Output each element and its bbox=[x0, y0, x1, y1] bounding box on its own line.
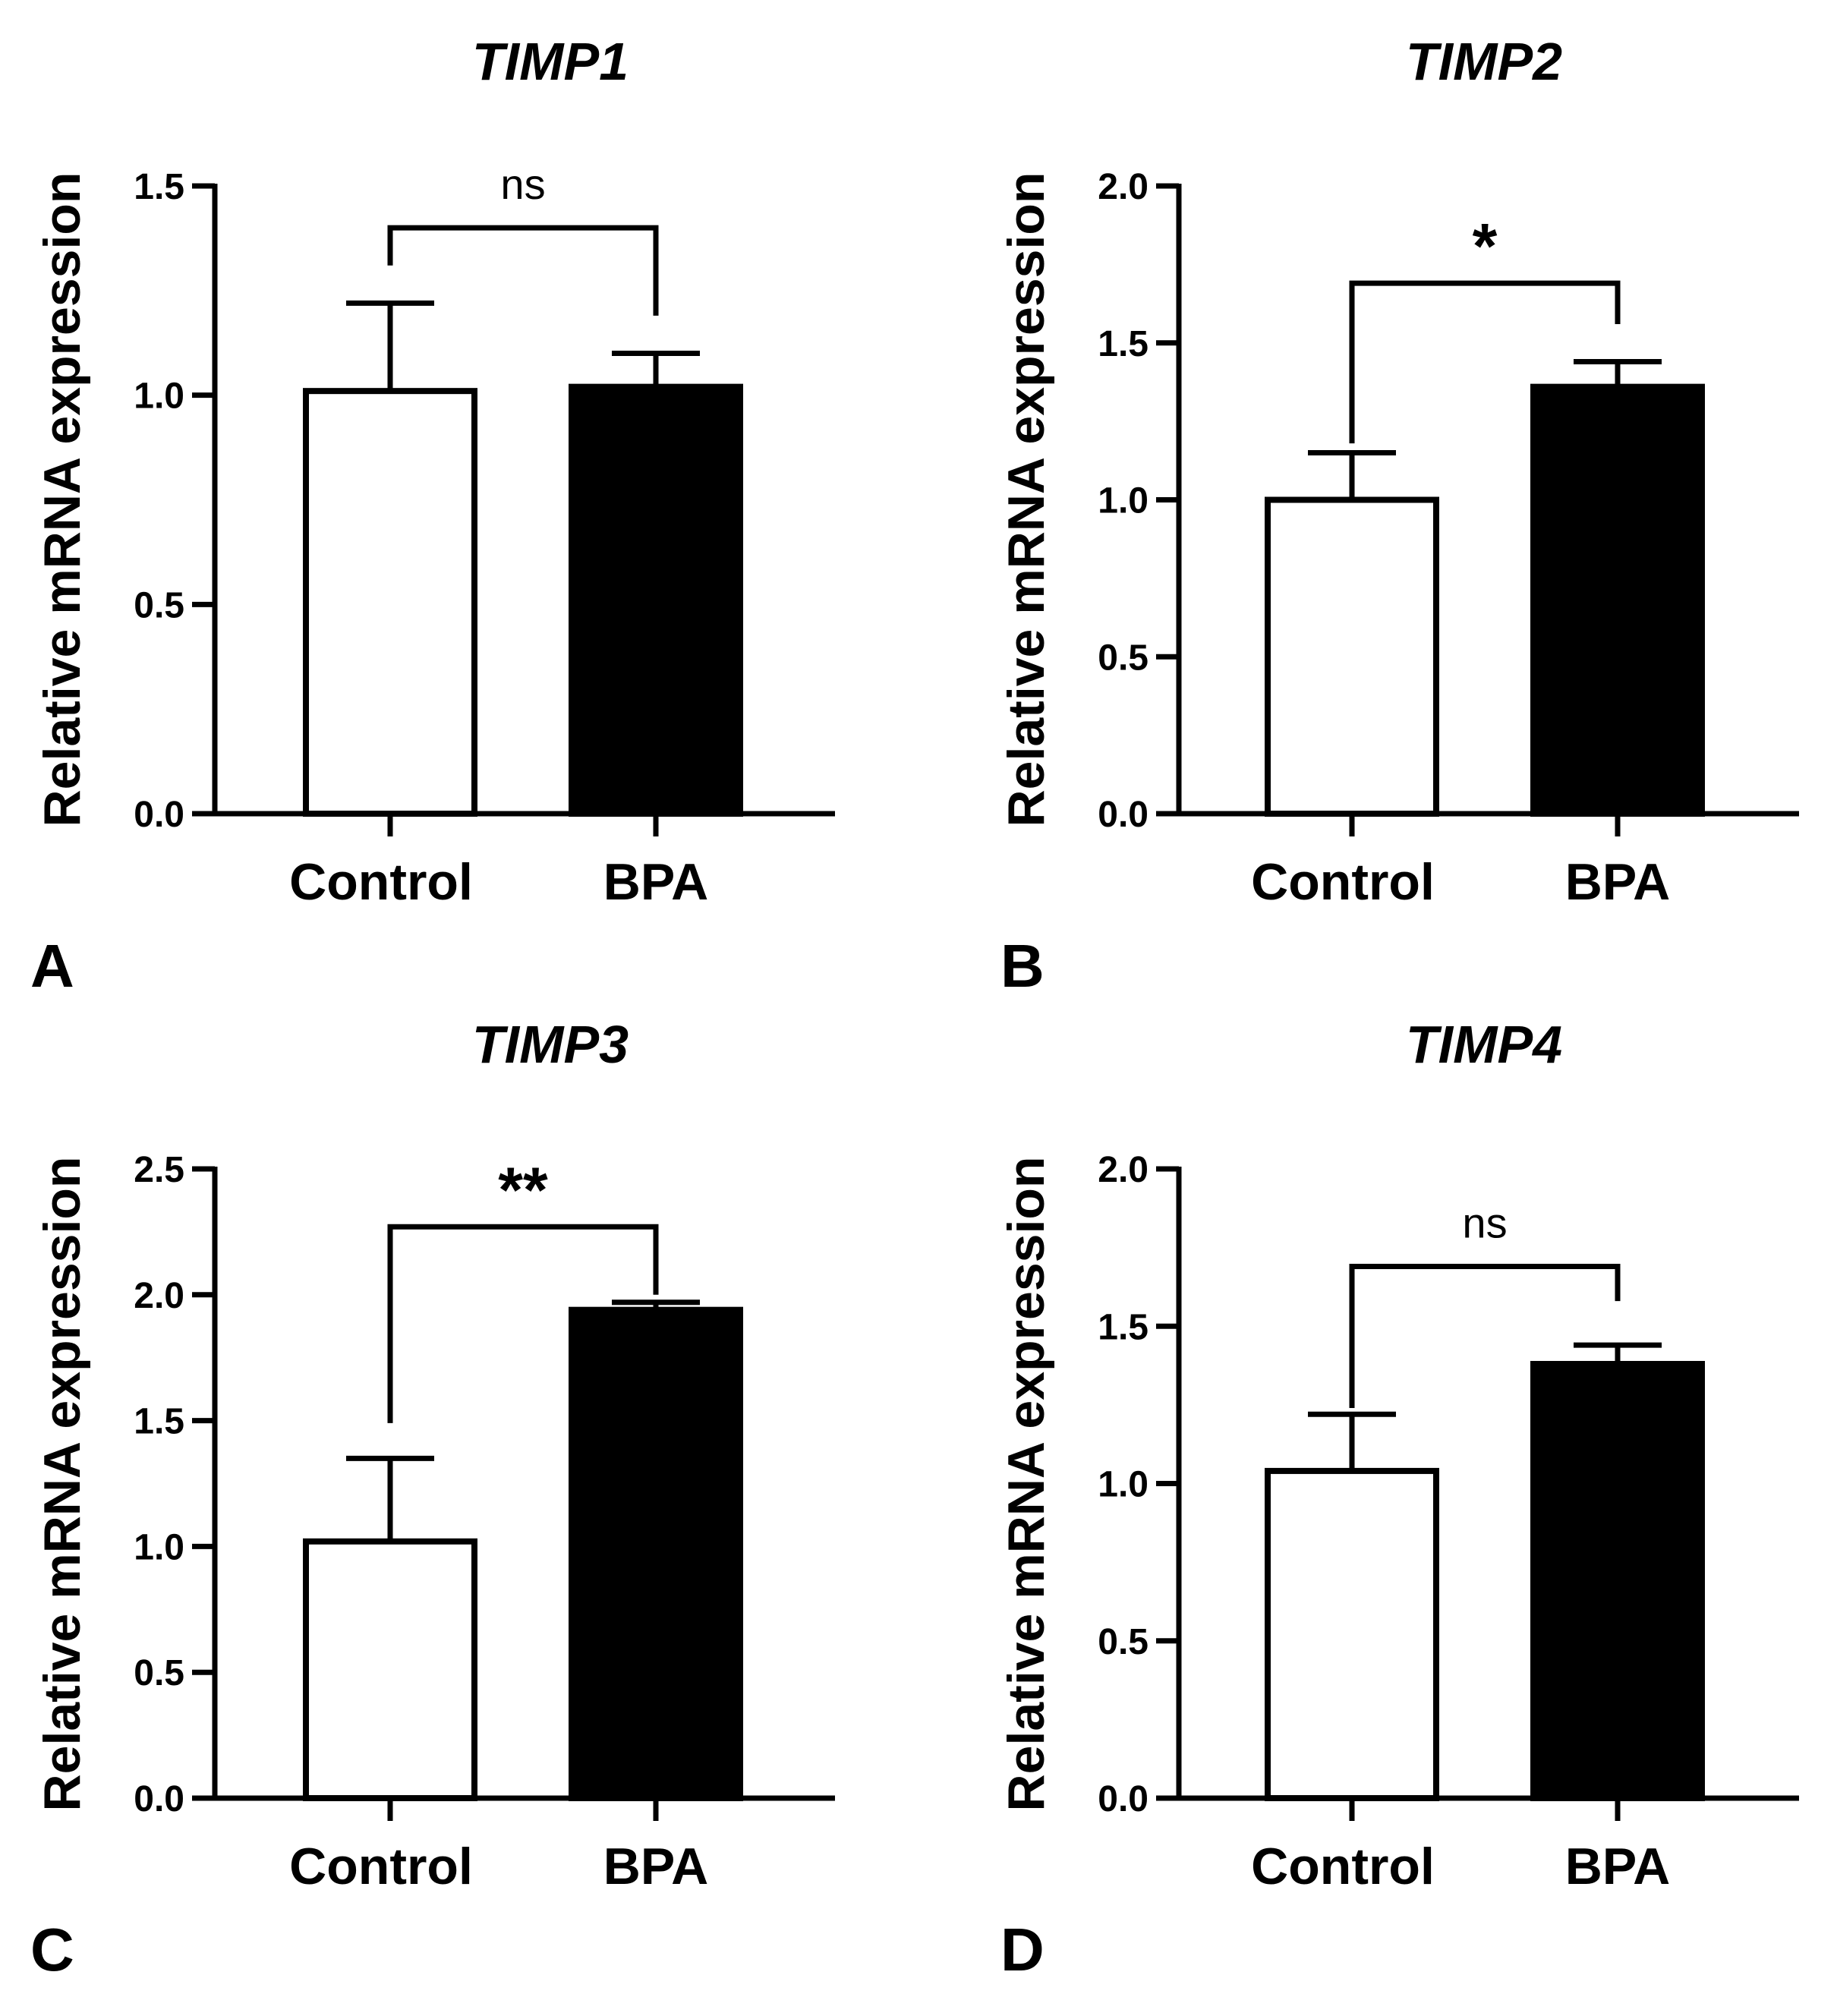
y-tick-label: 1.5 bbox=[134, 167, 184, 207]
y-tick-label: 2.5 bbox=[134, 1150, 184, 1190]
bar-control bbox=[303, 1538, 477, 1801]
x-category-label-control: Control bbox=[1251, 1838, 1435, 1895]
y-tick-label: 2.0 bbox=[1098, 167, 1149, 207]
bar-bpa bbox=[569, 383, 743, 817]
bar-bpa bbox=[1530, 1360, 1705, 1801]
significance-bracket bbox=[387, 225, 659, 316]
significance-bracket bbox=[387, 1224, 659, 1423]
y-tick-label: 0.0 bbox=[134, 1779, 184, 1819]
y-axis-label: Relative mRNA expression bbox=[997, 1157, 1055, 1812]
panel-letter: B bbox=[1000, 932, 1045, 1000]
x-category-label-control: Control bbox=[289, 853, 473, 911]
panel-letter: A bbox=[30, 932, 74, 1000]
y-tick-label: 2.0 bbox=[134, 1276, 184, 1316]
bar-bpa bbox=[569, 1306, 743, 1802]
significance-label: ns bbox=[1462, 1199, 1507, 1246]
panel-letter: D bbox=[1000, 1916, 1045, 1983]
y-tick-label: 1.5 bbox=[134, 1402, 184, 1442]
y-tick-label: 0.5 bbox=[1098, 638, 1149, 678]
bar-control bbox=[1265, 1467, 1439, 1802]
panel-b: TIMP2 Relative mRNA expression 0.0 0.5 1.0 1.… bbox=[997, 32, 1799, 1000]
bar-bpa bbox=[1530, 383, 1705, 817]
significance-label: ** bbox=[498, 1154, 548, 1225]
y-axis-label: Relative mRNA expression bbox=[997, 172, 1055, 827]
x-category-label-bpa: BPA bbox=[1565, 853, 1671, 911]
x-category-label-control: Control bbox=[1251, 853, 1435, 911]
panel-title: TIMP2 bbox=[1406, 32, 1562, 91]
panel-title: TIMP4 bbox=[1406, 1015, 1562, 1074]
panel-title: TIMP1 bbox=[472, 32, 629, 91]
y-tick-label: 1.0 bbox=[134, 1527, 184, 1567]
panel-a: TIMP1 Relative mRNA expression 0.0 0.5 1.0 1.… bbox=[30, 32, 835, 1000]
y-axis-label: Relative mRNA expression bbox=[33, 1157, 91, 1812]
y-tick-label: 1.0 bbox=[1098, 1465, 1149, 1505]
y-axis-label: Relative mRNA expression bbox=[33, 172, 91, 827]
y-tick-label: 1.0 bbox=[134, 376, 184, 417]
y-tick-label: 2.0 bbox=[1098, 1150, 1149, 1190]
significance-label: ns bbox=[500, 160, 545, 208]
y-tick-label: 0.5 bbox=[1098, 1622, 1149, 1662]
y-tick-label: 0.5 bbox=[134, 1653, 184, 1693]
y-tick-label: 0.0 bbox=[134, 795, 184, 835]
significance-bracket bbox=[1349, 1263, 1621, 1409]
y-tick-label: 1.5 bbox=[1098, 1307, 1149, 1347]
x-category-label-control: Control bbox=[289, 1838, 473, 1895]
y-tick-label: 0.0 bbox=[1098, 1779, 1149, 1819]
y-tick-label: 0.0 bbox=[1098, 795, 1149, 835]
bar-control bbox=[303, 388, 477, 817]
x-category-label-bpa: BPA bbox=[603, 853, 709, 911]
panel-c: TIMP3 Relative mRNA expression 0.0 0.5 1.0 1.… bbox=[30, 1015, 835, 1983]
y-tick-label: 1.0 bbox=[1098, 481, 1149, 521]
panel-title: TIMP3 bbox=[472, 1015, 629, 1074]
x-category-label-bpa: BPA bbox=[1565, 1838, 1671, 1895]
panel-letter: C bbox=[30, 1916, 74, 1983]
y-tick-label: 0.5 bbox=[134, 585, 184, 625]
x-category-label-bpa: BPA bbox=[603, 1838, 709, 1895]
panel-d: TIMP4 Relative mRNA expression 0.0 0.5 1.0 1.… bbox=[997, 1015, 1799, 1983]
bar-control bbox=[1265, 496, 1439, 817]
y-tick-label: 1.5 bbox=[1098, 324, 1149, 364]
significance-bracket bbox=[1349, 280, 1621, 444]
significance-label: * bbox=[1473, 210, 1498, 282]
